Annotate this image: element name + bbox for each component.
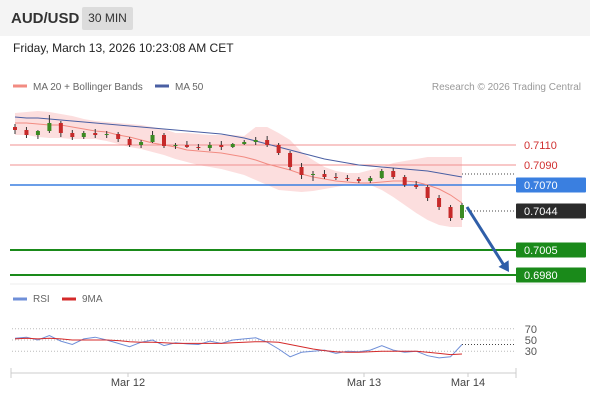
rsi-legend-label: RSI bbox=[33, 294, 50, 305]
candle-body bbox=[58, 123, 63, 133]
candle-body bbox=[414, 185, 419, 187]
candle-body bbox=[207, 145, 212, 148]
x-axis-label: Mar 13 bbox=[347, 377, 381, 389]
chart-datetime: Friday, March 13, 2026 10:23:08 AM CET bbox=[13, 41, 234, 55]
candle-body bbox=[299, 167, 304, 175]
ma50-legend-label: MA 50 bbox=[175, 82, 204, 93]
forecast-arrow bbox=[465, 206, 509, 272]
support-2-tag bbox=[516, 267, 586, 283]
candle-body bbox=[150, 135, 155, 142]
candle-body bbox=[379, 171, 384, 178]
candle-body bbox=[276, 145, 281, 153]
candle-body bbox=[162, 135, 166, 146]
candle-body bbox=[139, 142, 144, 145]
candle-body bbox=[196, 147, 201, 148]
rsi-tick-label: 70 bbox=[525, 324, 537, 336]
moving-averages bbox=[14, 116, 463, 204]
candle-body bbox=[24, 130, 29, 135]
candle-body bbox=[70, 133, 75, 137]
candle-body bbox=[93, 133, 98, 135]
candle-body bbox=[345, 178, 350, 179]
support-1-tag bbox=[516, 242, 586, 258]
resistance-2-tag bbox=[516, 157, 586, 173]
bollinger-band-area bbox=[15, 111, 462, 227]
candlesticks bbox=[13, 115, 464, 221]
credit-label: Research © 2026 Trading Central bbox=[432, 82, 581, 93]
level-lines: 0.7110 0.7090 0.7070 0.7005 0.6980 0.7044 bbox=[10, 137, 586, 283]
ma50-line bbox=[14, 116, 463, 178]
resistance-1-tag bbox=[516, 137, 586, 153]
candle-body bbox=[35, 131, 40, 135]
candle-body bbox=[402, 177, 407, 185]
support-2-label: 0.6980 bbox=[524, 270, 558, 282]
x-axis-labels: Mar 12 Mar 13 Mar 14 bbox=[111, 373, 485, 389]
rsi-ma-legend-label: 9MA bbox=[82, 294, 103, 305]
resistance-2-label: 0.7090 bbox=[524, 160, 558, 172]
candle-body bbox=[322, 174, 327, 177]
current-price-label: 0.7044 bbox=[524, 206, 558, 218]
candle-body bbox=[13, 127, 17, 130]
candle-body bbox=[127, 139, 132, 145]
candle-body bbox=[460, 205, 464, 218]
support-1-label: 0.7005 bbox=[524, 245, 558, 257]
ma20-legend-label: MA 20 + Bollinger Bands bbox=[33, 82, 143, 93]
candle-body bbox=[81, 133, 86, 137]
candle-body bbox=[356, 179, 361, 181]
candle-body bbox=[448, 207, 453, 218]
x-axis-label: Mar 14 bbox=[451, 377, 485, 389]
chart-header: AUD/USD 30 MIN bbox=[0, 0, 590, 36]
candle-body bbox=[391, 171, 396, 177]
candle-body bbox=[242, 142, 247, 144]
candle-body bbox=[173, 145, 178, 146]
symbol-label: AUD/USD bbox=[11, 10, 80, 27]
candle-body bbox=[47, 123, 52, 131]
resistance-1-label: 0.7110 bbox=[524, 140, 557, 152]
rsi-tick-label: 30 bbox=[525, 346, 537, 358]
rsi-tick-label: 50 bbox=[525, 335, 537, 347]
candle-body bbox=[368, 178, 373, 181]
candle-body bbox=[253, 140, 258, 142]
x-axis-label: Mar 12 bbox=[111, 377, 145, 389]
forecast-arrow-head bbox=[498, 260, 509, 272]
candle-body bbox=[230, 144, 235, 147]
candle-body bbox=[437, 198, 442, 207]
rsi-line bbox=[14, 334, 463, 359]
candle-body bbox=[333, 177, 338, 178]
candle-body bbox=[184, 145, 189, 147]
candle-body bbox=[265, 140, 270, 145]
candle-body bbox=[104, 134, 109, 135]
candle-body bbox=[311, 174, 315, 175]
ma20-line bbox=[15, 122, 463, 204]
timeframe-button[interactable]: 30 MIN bbox=[82, 7, 133, 30]
candle-body bbox=[116, 134, 121, 139]
pivot-label: 0.7070 bbox=[524, 180, 558, 192]
candle-body bbox=[425, 187, 430, 198]
current-price-tag bbox=[516, 203, 586, 219]
rsi-ma-line bbox=[14, 337, 463, 356]
candle-body bbox=[219, 145, 224, 147]
candle-body bbox=[288, 153, 293, 167]
forecast-arrow-shaft bbox=[465, 206, 507, 268]
bollinger-bands bbox=[15, 111, 462, 227]
pivot-tag bbox=[516, 177, 586, 193]
